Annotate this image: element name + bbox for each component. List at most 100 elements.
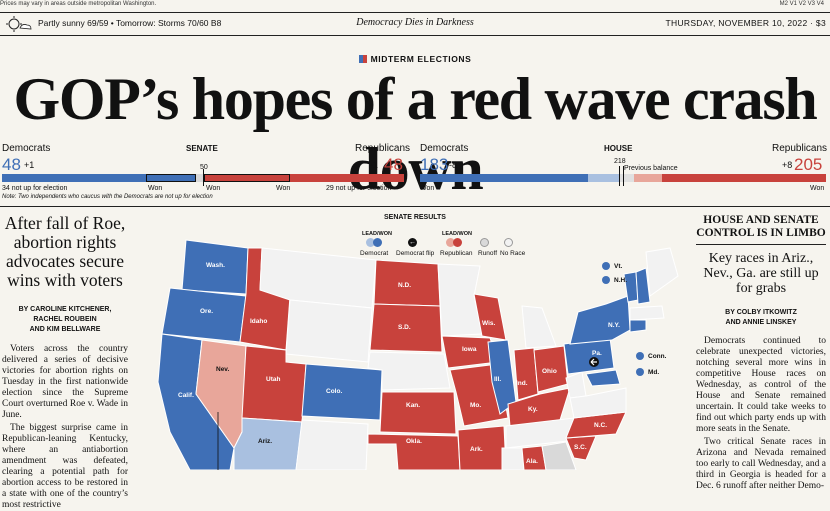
senate-rep-won-bar xyxy=(204,174,290,182)
state-miss xyxy=(501,447,525,470)
us-map xyxy=(157,239,679,470)
senate-majority-mark: 50 xyxy=(200,164,208,171)
house-prev-line xyxy=(623,166,624,186)
right-story-byline: BY COLBY ITKOWITZ AND ANNIE LINSKEY xyxy=(696,308,826,328)
senate-majority-line xyxy=(203,169,204,186)
house-majority-mark: 218 xyxy=(614,158,626,165)
flag-icon xyxy=(358,55,367,63)
edition-codes: M2 V1 V2 V3 V4 xyxy=(779,1,824,7)
state-nm xyxy=(295,419,369,470)
senate-undecided-bar xyxy=(196,174,204,182)
label-md: Md. xyxy=(648,369,660,376)
state-kan xyxy=(379,391,457,435)
senate-dem-not-up-bar xyxy=(2,174,146,182)
house-dem-label: Democrats xyxy=(420,143,469,154)
senate-dem-change: +1 xyxy=(24,160,35,170)
senate-rep-change: -1 xyxy=(370,160,379,170)
label-ohio: Ohio xyxy=(542,368,557,375)
label-nev: Nev. xyxy=(216,366,230,373)
label-idaho: Idaho xyxy=(250,318,268,325)
senate-dem-label: Democrats xyxy=(2,143,51,154)
label-iowa: Iowa xyxy=(462,346,477,353)
senate-note: Note: Two independents who caucus with t… xyxy=(2,194,213,200)
label-ind: Ind. xyxy=(516,380,528,387)
label-utah: Utah xyxy=(266,376,281,383)
label-nh: N.H. xyxy=(614,277,627,284)
state-mich xyxy=(521,305,557,349)
legend-no-race: No Race xyxy=(500,250,526,257)
label-nc: N.C. xyxy=(594,422,607,429)
house-dem-lead-bar xyxy=(588,174,620,182)
issue-date: THURSDAY, NOVEMBER 10, 2022 · $3 xyxy=(665,18,826,28)
label-ill: Ill. xyxy=(494,376,502,383)
house-won-left: Won xyxy=(420,185,435,192)
label-vt: Vt. xyxy=(614,263,623,270)
senate-dem-not-up: 34 not up for election xyxy=(2,185,68,192)
label-ny: N.Y. xyxy=(608,322,620,329)
legend-runoff-swatch xyxy=(480,238,489,247)
senate-won-3: Won xyxy=(276,185,291,192)
label-ky: Ky. xyxy=(528,406,538,413)
byline-prefix: BY xyxy=(18,306,29,313)
label-ariz: Ariz. xyxy=(258,438,273,445)
state-ore xyxy=(161,287,247,343)
right-story: HOUSE AND SENATE CONTROL IS IN LIMBO Key… xyxy=(696,214,826,492)
label-ark: Ark. xyxy=(470,446,483,453)
label-conn: Conn. xyxy=(648,353,667,360)
label-sc: S.C. xyxy=(574,444,587,451)
right-story-para-2: Two critical Senate races in Arizona and… xyxy=(696,437,826,491)
byline-author-a: BY COLBY ITKOWITZ xyxy=(725,309,797,316)
label-ala: Ala. xyxy=(526,458,538,465)
house-label: HOUSE xyxy=(604,144,633,153)
state-va xyxy=(569,387,627,419)
senate-dem-won-bar xyxy=(146,174,196,182)
state-nh xyxy=(635,267,651,305)
house-dem-count: 183 xyxy=(420,155,449,174)
state-ga xyxy=(541,441,577,470)
left-story: After fall of Roe, abortion rights advoc… xyxy=(2,214,128,511)
senate-won-1: Won xyxy=(148,185,163,192)
state-utah xyxy=(241,345,307,423)
right-story-deck: Key races in Ariz., Nev., Ga. are still … xyxy=(703,251,819,296)
state-wyo xyxy=(285,299,373,363)
house-won-right: Won xyxy=(810,185,825,192)
legend-dem-lead-swatch xyxy=(366,238,375,247)
label-wis: Wis. xyxy=(482,320,496,327)
label-mo: Mo. xyxy=(470,402,482,409)
state-ny xyxy=(569,295,631,345)
legend-republican: Republican xyxy=(440,250,473,257)
left-story-headline: After fall of Roe, abortion rights advoc… xyxy=(4,213,126,290)
legend-runoff: Runoff xyxy=(478,250,498,257)
house-rep-lead-bar xyxy=(634,174,662,182)
state-ind xyxy=(513,347,539,401)
house-undecided-bar xyxy=(620,174,634,182)
weather-forecast: Partly sunny 69/59 • Tomorrow: Storms 70… xyxy=(38,18,222,28)
label-colo: Colo. xyxy=(326,388,343,395)
house-rep-change: +8 xyxy=(782,160,793,170)
senate-dem-count: 48 xyxy=(2,155,21,174)
senate-rep-count: 48 xyxy=(384,155,403,174)
state-maine xyxy=(645,247,679,297)
label-nd: N.D. xyxy=(398,282,411,289)
masthead-bar: Partly sunny 69/59 • Tomorrow: Storms 70… xyxy=(0,12,830,36)
house-rep-label: Republicans xyxy=(772,143,828,154)
masthead-motto: Democracy Dies in Darkness xyxy=(356,17,474,28)
senate-rep-not-up-bar xyxy=(290,174,404,182)
senate-results-map: SENATE RESULTS LEAD/WON Democrat ← Democ… xyxy=(130,212,686,470)
byline-author-2: RACHEL ROUBEIN xyxy=(33,316,97,323)
left-story-para-2: The biggest surprise came in Republican-… xyxy=(2,423,128,510)
right-story-kicker: HOUSE AND SENATE CONTROL IS IN LIMBO xyxy=(696,214,826,245)
house-dem-won-bar xyxy=(420,174,588,182)
state-colo xyxy=(301,363,383,421)
legend-leadwon-1: LEAD/WON xyxy=(362,231,392,237)
state-conn xyxy=(629,319,647,333)
senate-label: SENATE xyxy=(186,144,218,153)
house-rep-count: 205 xyxy=(794,155,823,174)
label-ore: Ore. xyxy=(200,308,214,315)
nh-dot xyxy=(602,276,610,284)
state-ark xyxy=(457,425,507,470)
state-md xyxy=(585,369,621,387)
legend-rep-lead-swatch xyxy=(446,238,455,247)
legend-dem-won-swatch xyxy=(373,238,382,247)
state-ala xyxy=(521,445,547,470)
